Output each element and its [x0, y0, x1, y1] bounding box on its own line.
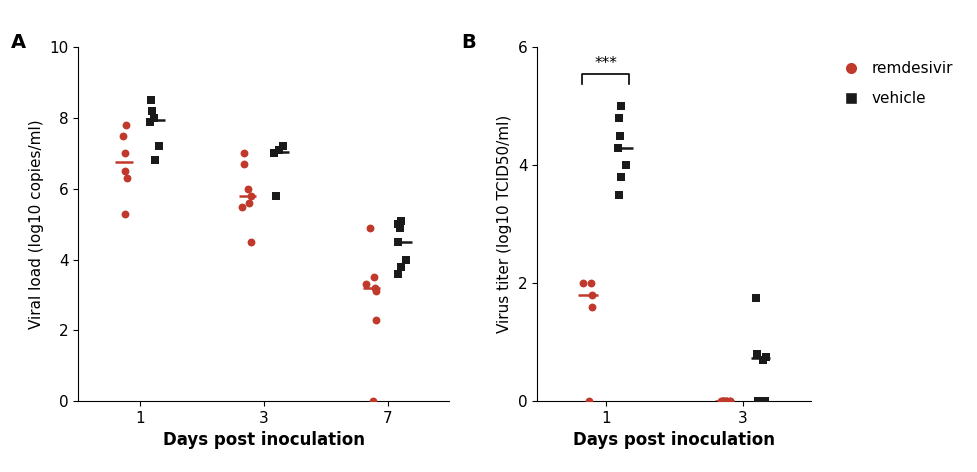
Text: ***: ***	[594, 56, 617, 71]
Point	[390, 238, 405, 246]
Point	[118, 121, 134, 129]
Point	[116, 150, 132, 157]
Point	[722, 397, 738, 405]
Point	[148, 157, 163, 164]
Point	[243, 192, 259, 200]
Point	[115, 132, 131, 140]
Point	[715, 397, 731, 405]
Point	[117, 168, 133, 175]
Point	[584, 291, 600, 299]
Point	[116, 210, 132, 218]
Point	[390, 220, 405, 228]
Point	[757, 397, 773, 405]
Point	[243, 238, 259, 246]
Point	[362, 224, 378, 232]
Point	[714, 397, 730, 405]
Point	[368, 287, 384, 295]
Point	[758, 353, 774, 361]
Point	[583, 279, 599, 287]
Point	[722, 397, 738, 405]
Point	[144, 107, 159, 115]
Point	[718, 397, 734, 405]
Point	[358, 280, 373, 288]
Point	[611, 143, 626, 151]
Point	[234, 203, 249, 211]
Point	[241, 199, 257, 207]
Point	[713, 397, 729, 405]
Point	[716, 397, 732, 405]
Point	[613, 132, 628, 140]
Point	[394, 217, 409, 225]
Text: A: A	[12, 33, 26, 52]
Text: B: B	[461, 33, 476, 52]
Point	[367, 284, 383, 292]
Point	[614, 173, 629, 181]
Point	[581, 397, 597, 405]
Point	[718, 397, 734, 405]
X-axis label: Days post inoculation: Days post inoculation	[573, 431, 775, 449]
Point	[236, 160, 252, 168]
Point	[749, 350, 765, 358]
Point	[268, 192, 283, 200]
Point	[272, 146, 287, 154]
Point	[393, 263, 408, 270]
Point	[236, 150, 252, 157]
Point	[390, 270, 405, 278]
Point	[715, 397, 731, 405]
Point	[611, 191, 626, 198]
Point	[618, 161, 634, 169]
Point	[614, 102, 629, 110]
Point	[146, 114, 161, 122]
Point	[144, 97, 159, 104]
Point	[584, 303, 600, 311]
Legend: remdesivir, vehicle: remdesivir, vehicle	[829, 55, 959, 112]
Point	[266, 150, 281, 157]
Point	[119, 175, 135, 182]
Point	[142, 118, 157, 125]
X-axis label: Days post inoculation: Days post inoculation	[163, 431, 364, 449]
Point	[750, 397, 766, 405]
Point	[368, 316, 384, 324]
Point	[748, 294, 764, 302]
Point	[275, 143, 290, 150]
Point	[755, 356, 771, 363]
Point	[575, 279, 591, 287]
Point	[611, 114, 626, 122]
Point	[151, 143, 167, 150]
Point	[719, 397, 735, 405]
Point	[392, 224, 407, 232]
Point	[366, 274, 382, 281]
Point	[364, 397, 380, 405]
Y-axis label: Viral load (log10 copies/ml): Viral load (log10 copies/ml)	[28, 119, 44, 329]
Point	[240, 185, 256, 193]
Y-axis label: Virus titer (log10 TCID50/ml): Virus titer (log10 TCID50/ml)	[497, 115, 512, 333]
Point	[399, 256, 414, 263]
